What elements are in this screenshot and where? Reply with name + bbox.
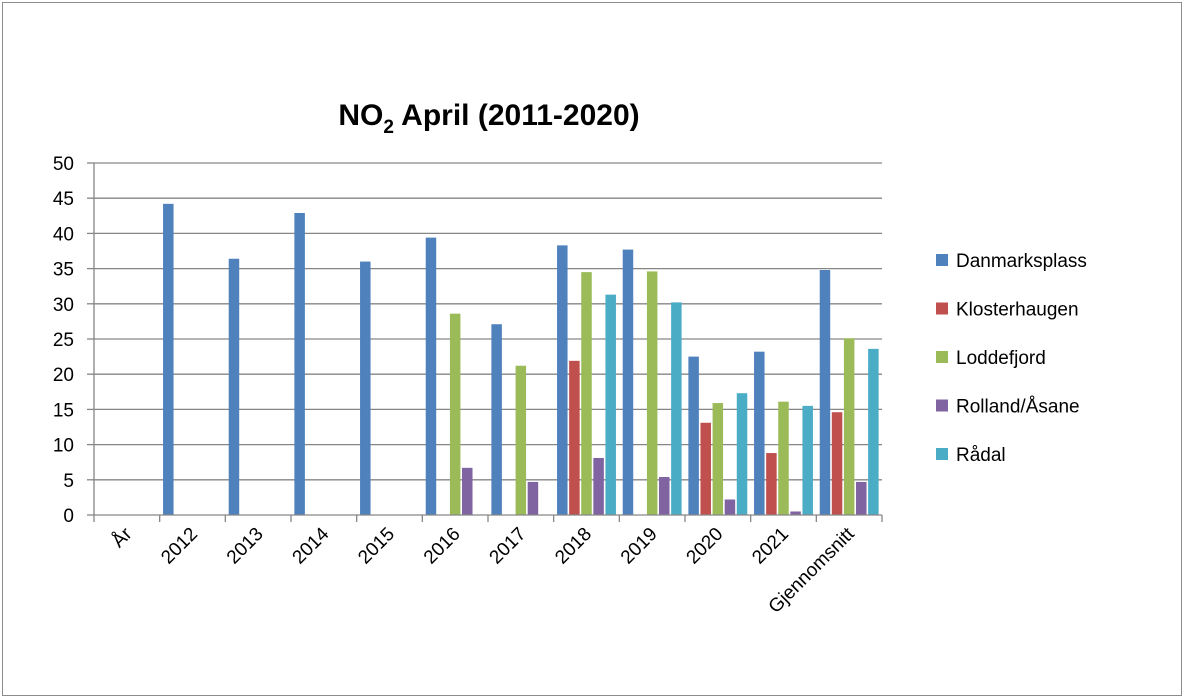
y-tick-label: 15 (53, 400, 74, 421)
y-tick-label: 0 (63, 506, 74, 527)
legend-label: Rådal (956, 445, 1006, 466)
axes (87, 162, 883, 522)
x-tick-label: 2012 (157, 524, 202, 569)
bar-loddefjord-2019 (646, 271, 658, 515)
x-tick-label: 2020 (683, 524, 728, 569)
x-tick-label: 2017 (486, 524, 531, 569)
x-tick-label: 2021 (748, 524, 793, 569)
y-tick-label: 20 (53, 365, 74, 386)
bar-danmarksplass-2019 (622, 249, 634, 516)
bar-klosterhaugen-2020 (700, 422, 711, 515)
bar-rolland-sane-2021 (790, 511, 801, 515)
bar-danmarksplass-2018 (557, 245, 568, 516)
x-tick-label: 2013 (223, 524, 268, 569)
chart-title: NO2 April (2011-2020) (338, 99, 639, 138)
bar-danmarksplass-2016 (425, 237, 437, 515)
bars (163, 203, 879, 516)
bar-danmarksplass-2015 (360, 261, 371, 515)
bar-rolland-sane-gjennomsnitt (856, 481, 867, 515)
bar-danmarksplass-2017 (491, 324, 502, 515)
legend-swatch (936, 399, 948, 412)
legend: Danmarksplass Klosterhaugen Loddefjord Roll… (936, 251, 1087, 466)
x-tick-label: 2014 (289, 523, 334, 568)
legend-label: Danmarksplass (956, 251, 1087, 272)
bar-rolland-sane-2016 (462, 467, 473, 515)
legend-label: Loddefjord (956, 348, 1046, 369)
x-tick-label: 2015 (354, 524, 399, 569)
legend-swatch (936, 351, 948, 363)
y-tick-label: 35 (53, 260, 74, 281)
bar-r-dal-2018 (605, 294, 616, 515)
bar-loddefjord-2020 (712, 403, 724, 515)
y-tick-label: 10 (53, 436, 74, 457)
x-tick-labels: År 2012 2013 2014 2015 2016 2017 2018 2019 2020 20… (108, 523, 859, 618)
bar-danmarksplass-2013 (228, 258, 240, 515)
bar-danmarksplass-2014 (294, 212, 305, 515)
legend-swatch (936, 302, 948, 315)
y-tick-label: 30 (53, 295, 74, 316)
chart-title-rest: April (2011-2020) (394, 99, 640, 132)
bar-rolland-sane-2019 (659, 476, 670, 515)
x-tick-label: 2016 (420, 524, 465, 569)
bar-r-dal-2021 (802, 405, 813, 515)
y-tick-label: 50 (53, 154, 74, 175)
legend-label: Klosterhaugen (956, 300, 1079, 321)
x-tick-label: 2019 (617, 524, 662, 569)
bar-loddefjord-2016 (449, 313, 461, 515)
legend-swatch (936, 448, 948, 460)
y-tick-label: 40 (53, 224, 74, 245)
x-tick-label: 2018 (551, 524, 596, 569)
gridlines (94, 162, 882, 481)
x-tick-label: År (108, 523, 137, 552)
chart-title-subscript: 2 (383, 117, 394, 138)
bar-r-dal-2019 (671, 302, 682, 515)
y-tick-label: 5 (63, 471, 74, 492)
y-tick-label: 25 (53, 330, 74, 351)
bar-danmarksplass-2012 (163, 203, 174, 515)
chart-title-main: NO (338, 99, 383, 132)
bar-loddefjord-gjennomsnitt (843, 338, 855, 515)
bar-klosterhaugen-gjennomsnitt (831, 412, 843, 515)
bar-loddefjord-2021 (778, 401, 789, 515)
bar-danmarksplass-gjennomsnitt (819, 270, 831, 515)
bar-loddefjord-2018 (581, 272, 592, 515)
bar-loddefjord-2017 (515, 365, 527, 515)
legend-swatch (936, 254, 948, 266)
bar-chart: NO2 April (2011-2020) 0 5 10 15 20 25 30 35 40 45… (53, 99, 1087, 618)
bar-rolland-sane-2017 (527, 481, 539, 515)
legend-label: Rolland/Åsane (956, 397, 1080, 418)
bar-r-dal-gjennomsnitt (868, 348, 879, 515)
bar-danmarksplass-2021 (754, 351, 765, 515)
bar-r-dal-2020 (736, 393, 748, 515)
bar-klosterhaugen-2018 (569, 360, 580, 515)
y-tick-label: 45 (53, 189, 74, 210)
bar-rolland-sane-2018 (593, 457, 604, 515)
y-tick-labels: 0 5 10 15 20 25 30 35 40 45 50 (53, 154, 74, 527)
bar-klosterhaugen-2021 (766, 453, 777, 515)
bar-danmarksplass-2020 (688, 356, 699, 515)
bar-rolland-sane-2020 (724, 499, 736, 515)
